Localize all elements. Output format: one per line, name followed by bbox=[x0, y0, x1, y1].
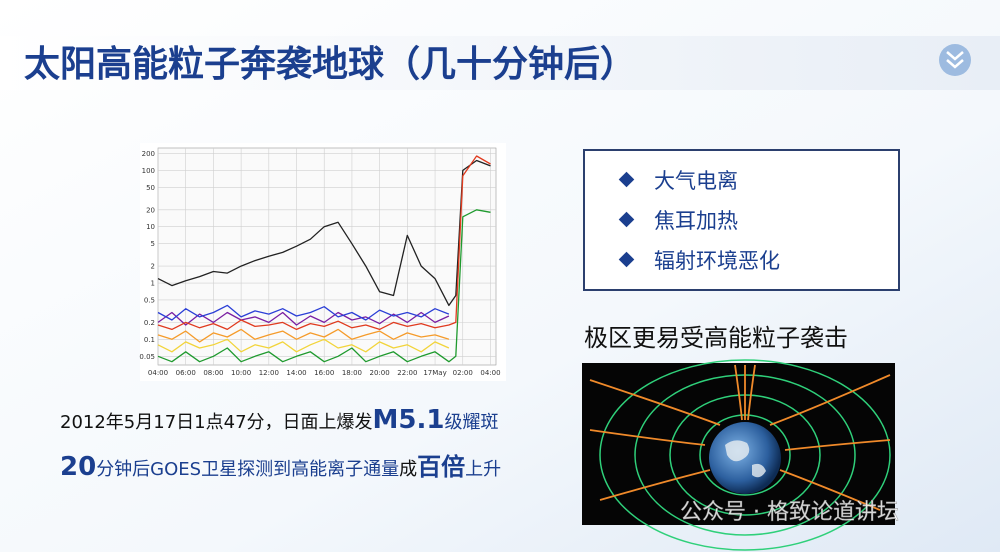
y-tick-label: 50 bbox=[146, 184, 155, 192]
x-tick-label: 22:00 bbox=[397, 369, 417, 377]
bullet-text: 焦耳加热 bbox=[654, 209, 738, 233]
x-tick-label: 06:00 bbox=[176, 369, 196, 377]
flare-suffix: 级耀斑 bbox=[444, 412, 498, 433]
data-line bbox=[157, 155, 491, 331]
flare-line: 2012年5月17日1点47分，日面上爆发M5.1级耀斑 bbox=[60, 405, 498, 435]
chart: 200 100 50 20 10 5 2 1 0.5 0.2 0.1 0.05 04:00 06:00 08… bbox=[139, 147, 501, 377]
y-tick-label: 10 bbox=[146, 223, 155, 231]
y-tick-label: 0.1 bbox=[144, 336, 155, 344]
bullet-diamond bbox=[618, 211, 635, 228]
x-tick-label: 04:00 bbox=[480, 369, 500, 377]
y-tick-label: 5 bbox=[151, 240, 155, 248]
goes-line: 20分钟后GOES卫星探测到高能离子通量成百倍上升 bbox=[60, 452, 501, 482]
x-tick-label: 18:00 bbox=[342, 369, 362, 377]
x-tick-label: 04:00 bbox=[148, 369, 168, 377]
magnetosphere-image bbox=[582, 359, 895, 551]
y-tick-label: 1 bbox=[151, 280, 155, 288]
data-line bbox=[157, 328, 450, 343]
x-tick-label: 14:00 bbox=[286, 369, 306, 377]
header-band bbox=[0, 36, 1000, 90]
flare-class: M5.1 bbox=[373, 405, 445, 435]
y-tick-label: 0.2 bbox=[144, 319, 155, 327]
y-tick-label: 20 bbox=[146, 206, 155, 214]
data-line bbox=[157, 338, 450, 353]
y-tick-label: 0.05 bbox=[139, 353, 155, 361]
rise-text: 上升 bbox=[465, 459, 501, 480]
plot-area bbox=[157, 147, 497, 366]
y-tick-label: 100 bbox=[142, 167, 155, 175]
menu-icon-arrows bbox=[946, 51, 964, 69]
hundredfold: 百倍 bbox=[417, 453, 465, 481]
goes-connector: 成 bbox=[399, 459, 417, 480]
data-line bbox=[157, 159, 491, 307]
x-tick-label: 02:00 bbox=[453, 369, 473, 377]
goes-text: 分钟后GOES卫星探测到 bbox=[96, 459, 291, 480]
flux-text: 高能离子通量 bbox=[291, 459, 399, 480]
x-tick-label: 10:00 bbox=[231, 369, 251, 377]
data-line bbox=[157, 209, 491, 363]
bullet-text: 辐射环境恶化 bbox=[654, 249, 780, 273]
bullet-text: 大气电离 bbox=[654, 169, 738, 193]
x-tick-label: 17May bbox=[423, 369, 446, 377]
bullet-diamond bbox=[618, 171, 635, 188]
flare-text: 2012年5月17日1点47分，日面上爆发 bbox=[60, 412, 373, 433]
x-tick-label: 12:00 bbox=[259, 369, 279, 377]
bullet-box bbox=[583, 149, 900, 291]
x-tick-label: 20:00 bbox=[370, 369, 390, 377]
y-tick-label: 200 bbox=[142, 150, 155, 158]
watermark: 公众号 · 格致论道讲坛 bbox=[680, 500, 899, 525]
y-tick-label: 0.5 bbox=[144, 296, 155, 304]
title: 太阳高能粒子奔袭地球（几十分钟后） bbox=[24, 44, 636, 85]
data-line bbox=[157, 311, 450, 326]
y-tick-label: 2 bbox=[151, 263, 155, 271]
data-line bbox=[157, 304, 450, 321]
x-tick-label: 08:00 bbox=[203, 369, 223, 377]
x-tick-label: 16:00 bbox=[314, 369, 334, 377]
caption: 极区更易受高能粒子袭击 bbox=[584, 324, 848, 352]
minutes: 20 bbox=[60, 452, 96, 482]
